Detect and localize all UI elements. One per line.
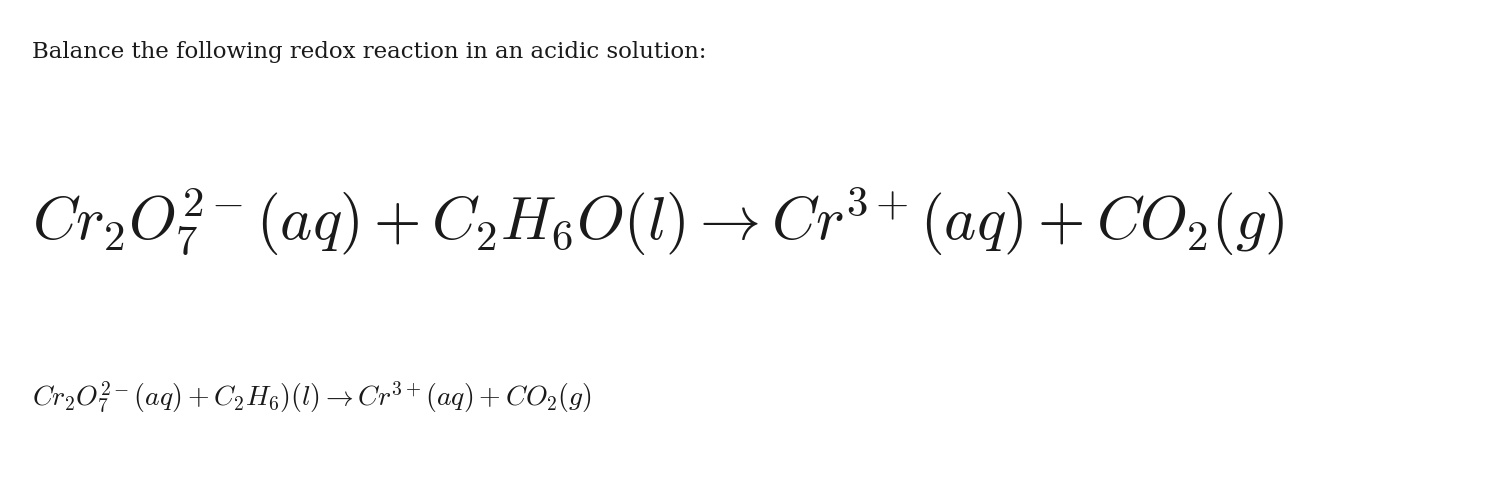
- Text: $Cr_2O_7^{2-}(aq)+C_2H_6)(l)\rightarrow Cr^{3+}(aq)+CO_2(g)$: $Cr_2O_7^{2-}(aq)+C_2H_6)(l)\rightarrow …: [32, 379, 592, 414]
- Text: $Cr_2O_7^{2-}(aq)+C_2H_6O(l)\rightarrow Cr^{3+}(aq)+CO_2(g)$: $Cr_2O_7^{2-}(aq)+C_2H_6O(l)\rightarrow …: [32, 185, 1285, 258]
- Text: Balance the following redox reaction in an acidic solution:: Balance the following redox reaction in …: [32, 41, 706, 63]
